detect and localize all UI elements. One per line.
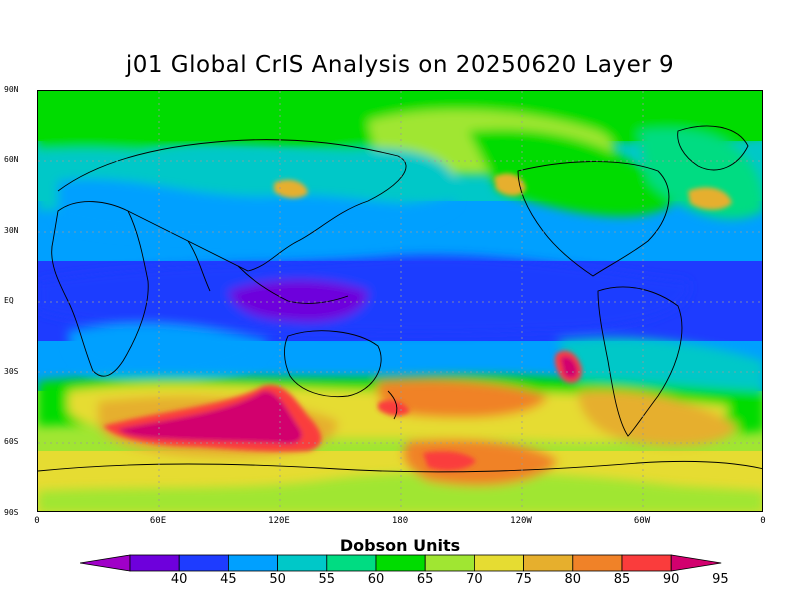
colorbar-high-arrow [670,554,722,572]
lat-label-30s: 30S [4,367,19,376]
lat-label-90n: 90N [4,85,19,94]
colorbar-tick-label: 45 [220,572,237,587]
coast-australia [284,330,382,398]
colorbar-swatch [178,554,229,572]
coastlines [38,125,762,473]
coast-greenland [677,125,749,171]
colorbar-swatch [375,554,426,572]
ozone-field [38,91,762,511]
region-east-asia-orange [274,179,308,199]
region-north-lightblue [58,178,458,239]
lat-label-60s: 60S [4,437,19,446]
colorbar-tick-label: 70 [466,572,483,587]
lat-label-eq: EQ [4,296,14,305]
lon-label-0-east: 0 [760,516,766,526]
colorbar-tick-label: 95 [712,572,729,587]
colorbar-tick-label: 90 [662,572,680,587]
colorbar-swatch [572,554,623,572]
colorbar-swatch [424,554,475,572]
colorbar-tick-label: 80 [564,572,582,587]
colorbar-swatch [473,554,524,572]
lat-label-60n: 60N [4,155,19,164]
region-north-pacific-orange [494,173,526,196]
coast-north-america [517,161,670,277]
colorbar-swatch [277,554,328,572]
lon-label-120w: 120W [510,516,532,526]
colorbar-tick-label: 50 [269,572,286,587]
ozone-map [37,90,763,512]
lon-label-120e: 120E [268,516,290,526]
colorbar-tick-label: 40 [170,572,188,587]
region-tropical-purple [228,279,368,323]
region-south-america-orange [578,390,738,446]
region-indian-ocean [68,323,268,378]
colorbar-swatch [129,554,180,572]
lon-label-60w: 60W [633,516,651,526]
colorbar-tick-label: 75 [515,572,532,587]
colorbar-tick-label: 55 [318,572,336,587]
colorbar-tick-label: 60 [367,572,385,587]
map-title: j01 Global CrIS Analysis on 20250620 Lay… [125,52,675,78]
coast-europe-asia [57,139,407,272]
lon-label-60e: 60E [149,516,167,526]
lon-label-180: 180 [391,516,409,526]
region-atlantic-orange [688,187,732,210]
colorbar-title: Dobson Units [339,536,461,555]
region-polar-green [38,471,762,511]
region-andes-magenta [560,356,578,379]
region-south-indian-magenta [118,390,302,444]
colorbar-low-arrow [80,554,131,572]
colorbar-swatch [227,554,278,572]
graticule [38,91,762,511]
coast-india [187,240,211,292]
region-north-pacific-green [468,129,678,217]
lon-label-0-west: 0 [34,516,40,526]
region-south-pacific-red [423,451,476,471]
colorbar-swatch [523,554,574,572]
colorbar-tick-label: 65 [416,572,434,587]
lat-label-90s: 90S [4,508,19,517]
colorbar [80,554,722,572]
lat-label-30n: 30N [4,226,19,235]
coast-southeast-asia [237,265,349,304]
colorbar-swatch [621,554,672,572]
region-australia-south-orange [377,379,548,418]
coast-antarctica [38,460,762,473]
region-south-pacific-orange [404,439,558,486]
coast-new-zealand [387,390,398,420]
colorbar-swatch [326,554,377,572]
region-nz-red [378,400,410,416]
colorbar-tick-label: 85 [613,572,631,587]
